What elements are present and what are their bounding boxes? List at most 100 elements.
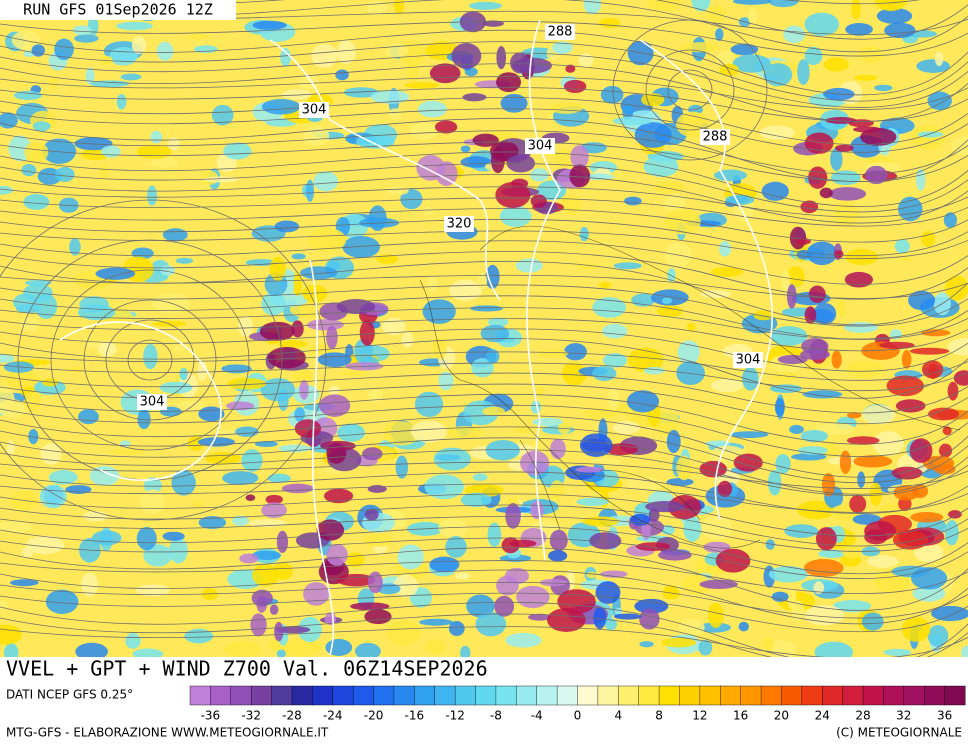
streamline (0, 230, 968, 260)
colorbar-swatch (475, 685, 497, 706)
field-blob (202, 176, 239, 183)
field-blob (823, 442, 841, 457)
colorbar-swatch (699, 685, 721, 706)
contour-line (269, 39, 501, 301)
field-blob (500, 93, 528, 113)
field-blob (883, 648, 912, 656)
field-blob (192, 499, 203, 508)
field-blob (429, 556, 460, 573)
field-blob (837, 298, 847, 318)
field-blob (707, 602, 724, 628)
field-blob (291, 253, 306, 260)
colorbar-swatch (597, 685, 619, 706)
field-blob (422, 299, 456, 324)
footer-right: (C) METEOGIORNALE (836, 726, 962, 740)
streamline (0, 240, 968, 285)
colorbar-swatch (393, 685, 415, 706)
field-blob (892, 530, 929, 550)
field-blob (786, 266, 805, 288)
field-blob (173, 344, 185, 352)
field-blob (276, 649, 286, 657)
field-blob (943, 212, 958, 228)
field-blob (563, 79, 587, 93)
field-blob (223, 142, 252, 160)
field-blob (265, 494, 283, 505)
colorbar-tick-label: 28 (855, 709, 870, 723)
field-blob (839, 450, 852, 474)
field-blob (32, 121, 51, 132)
streamline (0, 493, 968, 537)
field-blob (662, 587, 680, 600)
field-blob (221, 364, 252, 374)
field-blob (299, 379, 309, 400)
contour-label-box (545, 24, 575, 40)
field-blob (394, 0, 405, 15)
field-blob (0, 399, 26, 418)
field-blob (549, 480, 565, 501)
field-blob (666, 478, 694, 487)
field-blob (419, 618, 454, 626)
field-blob (710, 378, 744, 393)
field-blob (613, 613, 642, 620)
field-blob (55, 166, 75, 182)
field-blob (875, 0, 907, 12)
field-blob (336, 40, 356, 64)
field-blob (913, 542, 944, 563)
field-blob (150, 130, 163, 144)
field-blob (313, 171, 339, 192)
field-blob (167, 137, 180, 151)
field-blob (927, 407, 960, 421)
field-blob (910, 511, 944, 523)
colorbar-tick-label: 32 (896, 709, 911, 723)
field-blob (835, 144, 854, 152)
streamline (0, 626, 968, 657)
field-blob (269, 604, 279, 615)
run-text: RUN GFS 01Sep2026 12Z (23, 1, 213, 19)
streamline (0, 338, 968, 399)
field-blob (31, 44, 45, 57)
geopotential-contours (59, 19, 773, 656)
field-blob (131, 247, 154, 260)
field-blob (302, 126, 330, 146)
field-blob (250, 613, 267, 637)
field-blob (643, 366, 665, 375)
field-blob (664, 193, 686, 213)
streamline (0, 260, 968, 326)
field-blob (463, 400, 499, 426)
field-blob (438, 518, 467, 538)
field-blob (223, 641, 262, 657)
field-blob (259, 321, 295, 341)
field-blob (834, 250, 844, 259)
field-blob (575, 466, 604, 473)
field-blob (801, 338, 829, 355)
field-blob (367, 571, 383, 594)
field-blob (843, 322, 878, 333)
field-blob (775, 454, 791, 474)
field-blob (821, 472, 836, 497)
field-blob (303, 582, 330, 606)
field-blob (350, 602, 390, 611)
field-blob (849, 494, 867, 514)
field-blob (140, 489, 166, 514)
streamline (0, 218, 968, 257)
field-blob (179, 367, 188, 381)
colorbar-swatch (210, 685, 232, 706)
field-blob (267, 346, 306, 369)
field-blob (325, 639, 353, 656)
field-blob (274, 220, 300, 233)
field-blob (549, 102, 583, 114)
field-blob (942, 426, 952, 436)
contour-label-text: 304 (302, 103, 327, 118)
field-blob (291, 320, 304, 338)
streamline (0, 41, 968, 102)
field-blob (472, 473, 488, 481)
field-blob (274, 621, 284, 642)
field-blob (814, 641, 854, 657)
field-blob (944, 275, 968, 301)
field-blob (781, 270, 791, 294)
field-blob (592, 297, 627, 318)
field-blob (470, 305, 503, 312)
field-blob (520, 450, 550, 476)
field-blob (815, 527, 837, 551)
field-blob (24, 279, 52, 286)
